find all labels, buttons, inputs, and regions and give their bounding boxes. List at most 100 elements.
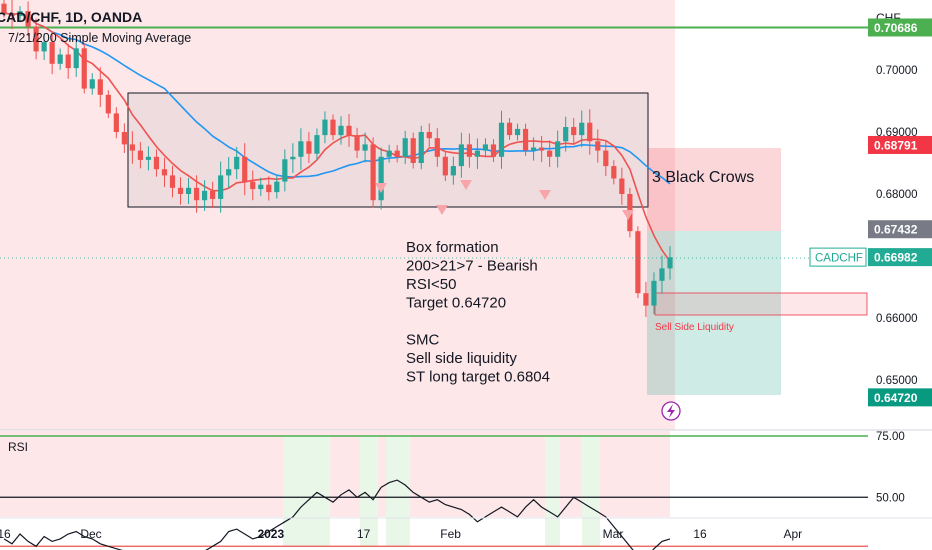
candle (322, 111, 328, 144)
trend-background (0, 0, 675, 430)
candle (434, 128, 440, 167)
time-tick-label: 2023 (257, 527, 284, 541)
candle (33, 18, 39, 60)
candle-body (378, 156, 384, 201)
candle (635, 226, 641, 299)
candle (643, 281, 649, 317)
candle-body (121, 132, 127, 145)
candle-body (97, 79, 103, 95)
rsi-bull-zone (386, 436, 410, 547)
candle (242, 143, 248, 196)
candle-body (514, 128, 521, 136)
candle (426, 123, 432, 147)
candle (619, 167, 625, 205)
candle-body (202, 190, 208, 201)
candle (153, 149, 160, 177)
candle-body (322, 119, 328, 136)
time-tick-label: Dec (80, 527, 101, 541)
price-tag-value: 0.66982 (874, 251, 918, 265)
liquidity-zone (654, 292, 868, 316)
candle-body (234, 156, 240, 170)
candle (161, 157, 168, 187)
candle-body (137, 150, 144, 160)
candle-body (41, 42, 47, 52)
candle (113, 107, 119, 139)
note-line: Sell side liquidity (406, 350, 517, 367)
candle-body (466, 144, 472, 157)
candle (571, 117, 577, 145)
candle-body (458, 144, 464, 167)
candle-body (498, 122, 505, 157)
price-tags: 0.70686 0.68791 0.67432 0.66982 CADCHF 0.6472… (809, 18, 932, 407)
lightning-icon[interactable] (661, 401, 681, 421)
price-tag-value: 0.64720 (874, 391, 918, 405)
price-tick-label: 0.65000 (876, 375, 918, 387)
candle-body (9, 12, 15, 17)
candle (17, 6, 23, 22)
candles (1, 0, 673, 317)
candle (41, 33, 47, 61)
rsi-bull-zone (283, 436, 330, 547)
candle-body (129, 144, 135, 151)
rsi-line (3, 479, 671, 550)
price-tag: 0.66982 CADCHF (809, 247, 932, 267)
price-tag-box (868, 388, 932, 407)
candle (65, 43, 71, 79)
candle-body (354, 135, 360, 151)
rsi-bull-zone (582, 436, 600, 547)
candle (81, 43, 87, 94)
note-line: ST long target 0.6804 (406, 369, 550, 386)
candle-body (418, 132, 424, 163)
candle (185, 177, 192, 204)
candle-body (370, 144, 376, 201)
candle-body (619, 178, 625, 194)
candle (611, 160, 617, 185)
candle (346, 114, 352, 147)
price-tag: 0.68791 (868, 135, 932, 154)
candle-body (450, 166, 456, 176)
candle-body (226, 169, 232, 176)
price-tick-label: 0.66000 (876, 313, 918, 325)
candle-body (482, 144, 489, 151)
candle (370, 137, 376, 208)
candle (530, 137, 537, 161)
candle (169, 165, 176, 198)
candle (314, 128, 320, 161)
candle (563, 116, 569, 152)
candle (298, 128, 304, 170)
candle-body (603, 150, 609, 167)
bearish-background (0, 0, 675, 430)
candle-body (667, 257, 673, 269)
sell-side-liquidity-label: Sell Side Liquidity (655, 322, 734, 333)
price-tag: 0.67432 (868, 220, 932, 239)
candle (458, 132, 464, 178)
candle (49, 31, 55, 75)
candle-body (145, 156, 152, 160)
note-line: RSI<50 (406, 276, 456, 293)
candle-body (426, 132, 432, 139)
rsi-bull-zone (360, 436, 378, 547)
candle (330, 114, 336, 141)
candle (466, 133, 472, 168)
sell-signal-markers (375, 180, 634, 220)
candle-body (250, 181, 256, 190)
candle-body (153, 156, 160, 170)
candle-body (635, 231, 641, 294)
time-tick-label: 16 (693, 527, 707, 541)
price-tag-symbol: CADCHF (815, 253, 863, 265)
time-tick-label: 16 (0, 527, 11, 541)
candle-body (362, 144, 368, 151)
candle-body (659, 268, 665, 281)
candle-body (314, 135, 320, 154)
candle-body (555, 141, 561, 157)
candle-body (161, 169, 168, 176)
time-axis: 16 Dec 2023 17 Feb Mar 16 Apr (0, 527, 802, 541)
candle-body (169, 175, 176, 188)
candle (474, 138, 481, 169)
price-tag-box (868, 248, 932, 267)
candle (177, 177, 184, 205)
price-tag-value: 0.68791 (874, 138, 918, 152)
